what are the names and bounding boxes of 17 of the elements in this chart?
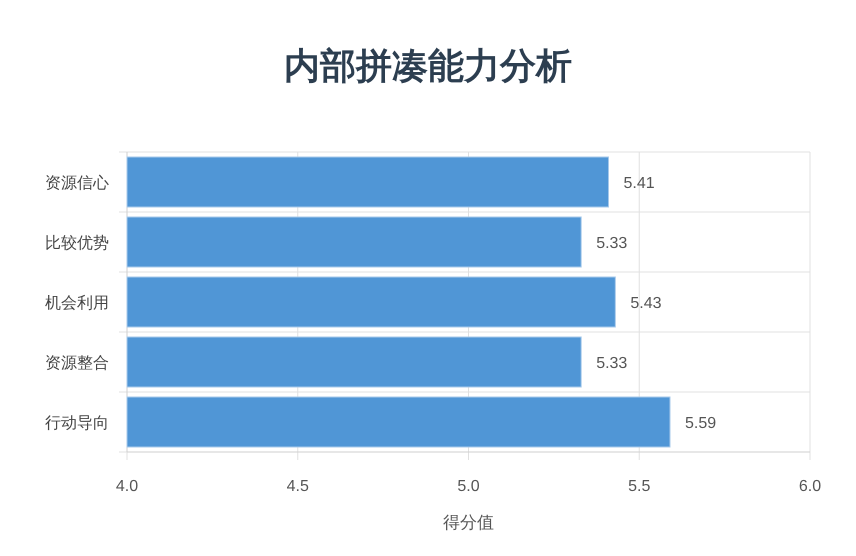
data-label: 5.33 <box>596 355 628 372</box>
y-tick-label: 比较优势 <box>45 234 109 252</box>
x-tick-label: 4.0 <box>116 478 138 495</box>
data-label: 5.43 <box>630 295 662 312</box>
y-tick-label: 资源整合 <box>45 354 109 372</box>
x-tick-label: 5.0 <box>457 478 480 495</box>
data-label: 5.33 <box>596 235 628 252</box>
chart-title: 内部拼凑能力分析 <box>284 45 572 86</box>
y-tick-label: 机会利用 <box>45 294 109 312</box>
x-axis-title: 得分值 <box>443 513 494 532</box>
y-tick-label: 资源信心 <box>45 174 109 192</box>
x-tick-label: 6.0 <box>798 478 822 495</box>
x-tick-label: 4.5 <box>286 478 309 495</box>
x-tick-label: 5.5 <box>628 478 650 495</box>
data-label: 5.59 <box>684 415 716 432</box>
data-label: 5.41 <box>624 175 655 192</box>
y-tick-label: 行动导向 <box>45 415 109 432</box>
